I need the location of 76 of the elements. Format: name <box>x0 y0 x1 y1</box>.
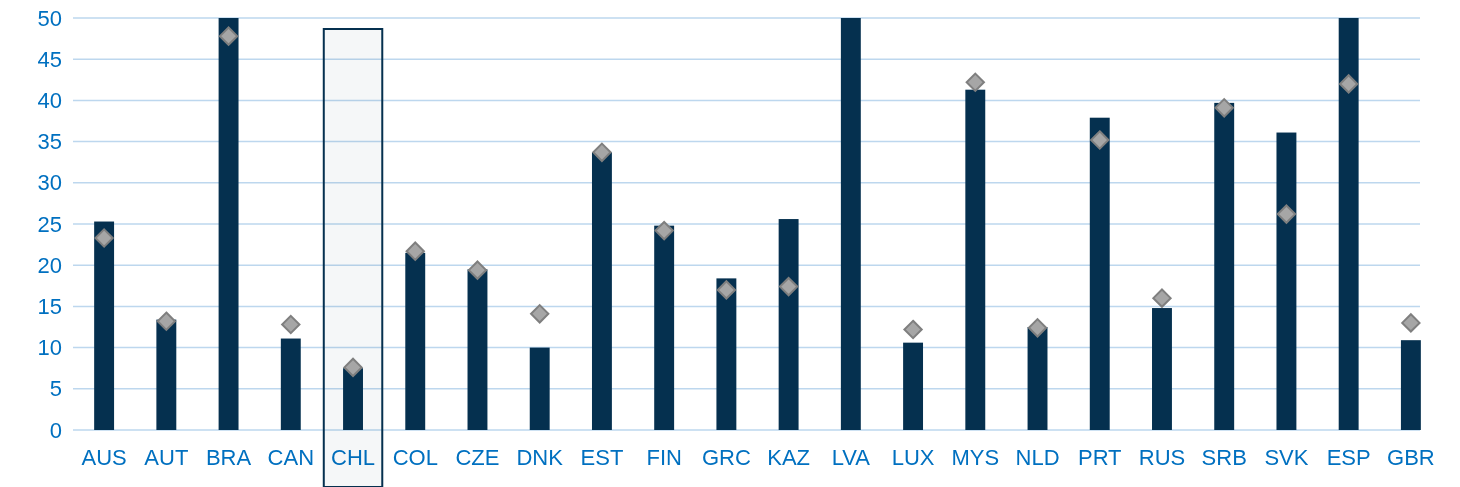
x-tick-label: CHL <box>331 445 376 471</box>
bar <box>903 342 924 430</box>
point <box>1401 313 1421 333</box>
y-tick-label: 10 <box>37 335 62 361</box>
point <box>1152 288 1172 308</box>
point <box>156 311 176 331</box>
point <box>218 26 239 46</box>
x-tick-label: KAZ <box>767 445 811 471</box>
bar <box>1338 18 1359 430</box>
y-tick-label: 35 <box>37 129 62 155</box>
point <box>1276 204 1297 224</box>
bar <box>778 219 799 430</box>
x-tick-label: LVA <box>831 445 871 471</box>
y-tick-label: 5 <box>49 376 62 402</box>
x-tick-label: NLD <box>1015 445 1060 471</box>
bar <box>1152 308 1172 430</box>
x-tick-label: BRA <box>205 445 252 471</box>
bar <box>1089 117 1110 430</box>
point <box>592 142 612 162</box>
point <box>281 314 301 335</box>
x-tick-label: RUS <box>1138 445 1186 471</box>
bar <box>965 89 986 430</box>
x-tick-label: PRT <box>1077 445 1122 471</box>
y-tick-label: 25 <box>37 211 62 237</box>
x-tick-label: CZE <box>455 445 500 471</box>
point <box>903 319 923 340</box>
y-tick-label: 20 <box>37 252 62 278</box>
bar <box>1400 340 1421 430</box>
point <box>94 228 114 248</box>
point <box>1090 130 1110 150</box>
x-tick-label: SRB <box>1201 445 1247 471</box>
bar <box>218 18 239 430</box>
x-tick-label: AUS <box>81 445 127 471</box>
point <box>1027 318 1048 338</box>
y-tick-label: 30 <box>37 170 62 196</box>
x-tick-label: FIN <box>646 445 682 471</box>
bar <box>467 269 488 430</box>
point <box>716 280 737 300</box>
point <box>343 357 363 378</box>
bar <box>1214 102 1235 430</box>
bar <box>1027 327 1048 430</box>
x-tick-label: COL <box>392 445 438 471</box>
x-tick-label: CAN <box>267 445 315 471</box>
x-tick-label: AUT <box>144 445 189 471</box>
bar <box>343 368 363 430</box>
bar <box>840 18 861 430</box>
bar <box>94 221 115 430</box>
bar <box>1276 132 1297 430</box>
y-tick-label: 50 <box>37 5 62 31</box>
bar <box>529 347 550 430</box>
point <box>467 260 488 280</box>
x-tick-label: SVK <box>1264 445 1309 471</box>
y-tick-label: 0 <box>49 417 62 443</box>
point <box>965 72 985 92</box>
bar <box>156 319 177 430</box>
x-tick-label: LUX <box>891 445 935 471</box>
point <box>1339 74 1359 94</box>
bar <box>654 225 675 430</box>
y-tick-label: 15 <box>37 293 62 319</box>
x-tick-label: GBR <box>1387 445 1435 471</box>
point <box>778 276 799 297</box>
y-tick-label: 40 <box>37 87 62 113</box>
point <box>530 304 550 324</box>
point <box>405 241 425 261</box>
bar <box>280 338 301 430</box>
bar <box>591 152 612 430</box>
x-tick-label: EST <box>580 445 624 471</box>
y-tick-label: 45 <box>37 46 62 72</box>
x-tick-label: ESP <box>1326 445 1371 471</box>
point <box>654 220 674 241</box>
x-tick-label: DNK <box>516 445 564 471</box>
x-tick-label: MYS <box>951 445 1000 471</box>
bar <box>716 278 737 430</box>
point <box>1214 98 1234 118</box>
x-tick-label: GRC <box>701 445 751 471</box>
bar <box>405 252 426 430</box>
